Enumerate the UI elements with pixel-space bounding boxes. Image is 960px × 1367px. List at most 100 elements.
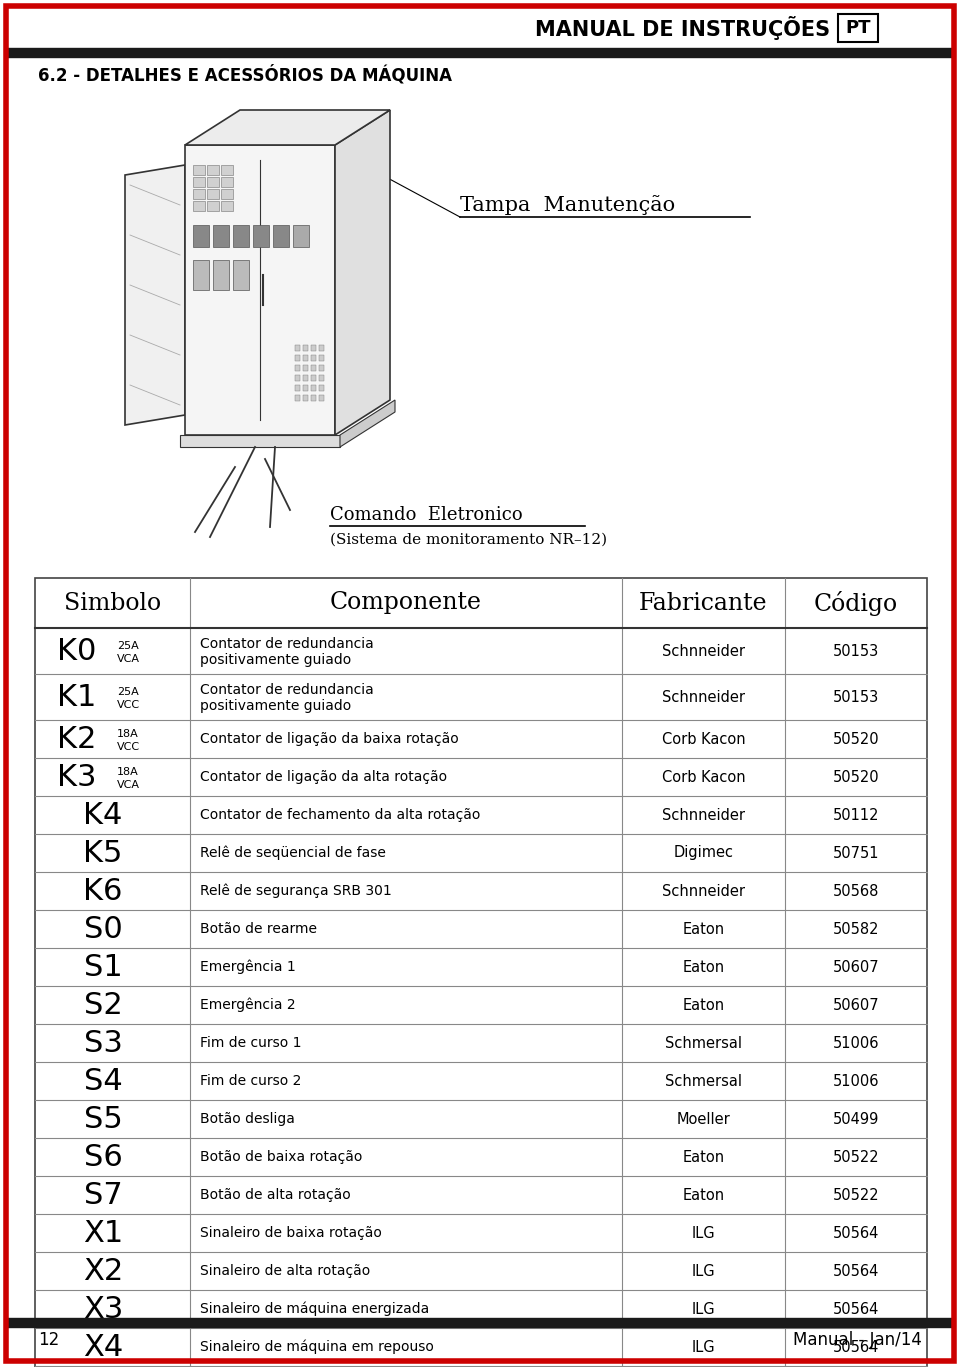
Text: Digimec: Digimec xyxy=(674,846,733,860)
Text: 50607: 50607 xyxy=(832,960,879,975)
Text: K5: K5 xyxy=(84,838,123,868)
Text: Emergência 2: Emergência 2 xyxy=(200,998,296,1012)
Text: X2: X2 xyxy=(83,1256,123,1285)
Text: Eaton: Eaton xyxy=(683,1150,725,1165)
Text: ILG: ILG xyxy=(692,1340,715,1355)
Text: Contator de ligação da baixa rotação: Contator de ligação da baixa rotação xyxy=(200,731,459,746)
Bar xyxy=(233,226,249,247)
Text: 50520: 50520 xyxy=(832,770,879,785)
Text: Simbolo: Simbolo xyxy=(64,592,161,615)
Text: 50564: 50564 xyxy=(833,1301,879,1316)
Text: Contator de fechamento da alta rotação: Contator de fechamento da alta rotação xyxy=(200,808,480,822)
Text: Fim de curso 1: Fim de curso 1 xyxy=(200,1036,301,1050)
Bar xyxy=(6,1318,954,1327)
Bar xyxy=(193,165,205,175)
Text: Botão de baixa rotação: Botão de baixa rotação xyxy=(200,1150,362,1163)
Bar xyxy=(213,260,229,290)
Text: Eaton: Eaton xyxy=(683,998,725,1013)
Bar xyxy=(193,226,209,247)
Bar xyxy=(319,355,324,361)
Bar xyxy=(311,365,316,370)
Text: 50564: 50564 xyxy=(833,1340,879,1355)
Text: VCA: VCA xyxy=(117,653,140,664)
Bar xyxy=(303,385,308,391)
Text: Componente: Componente xyxy=(330,592,482,615)
Text: 50522: 50522 xyxy=(832,1188,879,1203)
Bar xyxy=(221,165,233,175)
Text: 50564: 50564 xyxy=(833,1263,879,1278)
Text: Contator de ligação da alta rotação: Contator de ligação da alta rotação xyxy=(200,770,447,785)
Text: 51006: 51006 xyxy=(832,1073,879,1088)
Text: VCC: VCC xyxy=(117,700,140,709)
Text: Schnneider: Schnneider xyxy=(662,644,745,659)
Text: positivamente guiado: positivamente guiado xyxy=(200,699,351,714)
Text: Schnneider: Schnneider xyxy=(662,808,745,823)
Text: 51006: 51006 xyxy=(832,1035,879,1050)
Text: S2: S2 xyxy=(84,991,122,1020)
Bar xyxy=(295,355,300,361)
Text: Corb Kacon: Corb Kacon xyxy=(661,770,745,785)
Text: Fim de curso 2: Fim de curso 2 xyxy=(200,1074,301,1088)
Polygon shape xyxy=(340,401,395,447)
Text: Relê de segurança SRB 301: Relê de segurança SRB 301 xyxy=(200,883,392,898)
Bar xyxy=(311,375,316,381)
Text: 50751: 50751 xyxy=(832,846,879,860)
Bar xyxy=(193,260,209,290)
Bar xyxy=(319,344,324,351)
Text: 50522: 50522 xyxy=(832,1150,879,1165)
Text: Schnneider: Schnneider xyxy=(662,883,745,898)
Text: K4: K4 xyxy=(84,801,123,830)
Text: Schmersal: Schmersal xyxy=(665,1073,742,1088)
Text: K3: K3 xyxy=(58,763,97,791)
Text: S7: S7 xyxy=(84,1181,122,1210)
Bar xyxy=(311,385,316,391)
Text: Sinaleiro de máquina energizada: Sinaleiro de máquina energizada xyxy=(200,1301,429,1316)
Bar xyxy=(293,226,309,247)
Bar xyxy=(35,578,927,1367)
Text: Botão de alta rotação: Botão de alta rotação xyxy=(200,1188,350,1202)
Text: PT: PT xyxy=(845,19,871,37)
Bar xyxy=(253,226,269,247)
Polygon shape xyxy=(185,109,390,145)
Bar xyxy=(273,226,289,247)
Text: Eaton: Eaton xyxy=(683,960,725,975)
Bar xyxy=(311,395,316,401)
Bar xyxy=(233,260,249,290)
Text: 50499: 50499 xyxy=(833,1111,879,1126)
Text: 25A: 25A xyxy=(117,641,139,651)
Bar xyxy=(838,14,878,42)
Text: 50112: 50112 xyxy=(832,808,879,823)
Polygon shape xyxy=(185,145,335,435)
Text: Sinaleiro de máquina em repouso: Sinaleiro de máquina em repouso xyxy=(200,1340,434,1355)
Text: S5: S5 xyxy=(84,1105,122,1133)
Text: 18A: 18A xyxy=(117,767,139,776)
Text: (Sistema de monitoramento NR–12): (Sistema de monitoramento NR–12) xyxy=(330,533,607,547)
Text: Emergência 1: Emergência 1 xyxy=(200,960,296,975)
Bar xyxy=(311,355,316,361)
Text: Botão desliga: Botão desliga xyxy=(200,1111,295,1126)
Text: S4: S4 xyxy=(84,1066,122,1095)
Text: Schmersal: Schmersal xyxy=(665,1035,742,1050)
Text: K2: K2 xyxy=(58,725,97,753)
Text: X1: X1 xyxy=(83,1218,123,1248)
Text: 50520: 50520 xyxy=(832,731,879,746)
Bar xyxy=(311,344,316,351)
Text: 50607: 50607 xyxy=(832,998,879,1013)
Text: Eaton: Eaton xyxy=(683,921,725,936)
Text: Código: Código xyxy=(814,591,898,615)
Bar xyxy=(319,365,324,370)
Text: 6.2 - DETALHES E ACESSÓRIOS DA MÁQUINA: 6.2 - DETALHES E ACESSÓRIOS DA MÁQUINA xyxy=(38,66,452,85)
Bar xyxy=(221,189,233,200)
Text: S0: S0 xyxy=(84,915,122,943)
Bar xyxy=(303,365,308,370)
Text: Comando  Eletronico: Comando Eletronico xyxy=(330,506,522,524)
Text: S3: S3 xyxy=(84,1028,123,1058)
Bar xyxy=(295,344,300,351)
Text: Tampa  Manutenção: Tampa Manutenção xyxy=(460,195,675,215)
Bar xyxy=(319,385,324,391)
Bar xyxy=(193,189,205,200)
Text: MANUAL DE INSTRUÇÕES: MANUAL DE INSTRUÇÕES xyxy=(535,16,830,40)
Polygon shape xyxy=(335,109,390,435)
Text: 25A: 25A xyxy=(117,688,139,697)
Text: VCC: VCC xyxy=(117,742,140,752)
